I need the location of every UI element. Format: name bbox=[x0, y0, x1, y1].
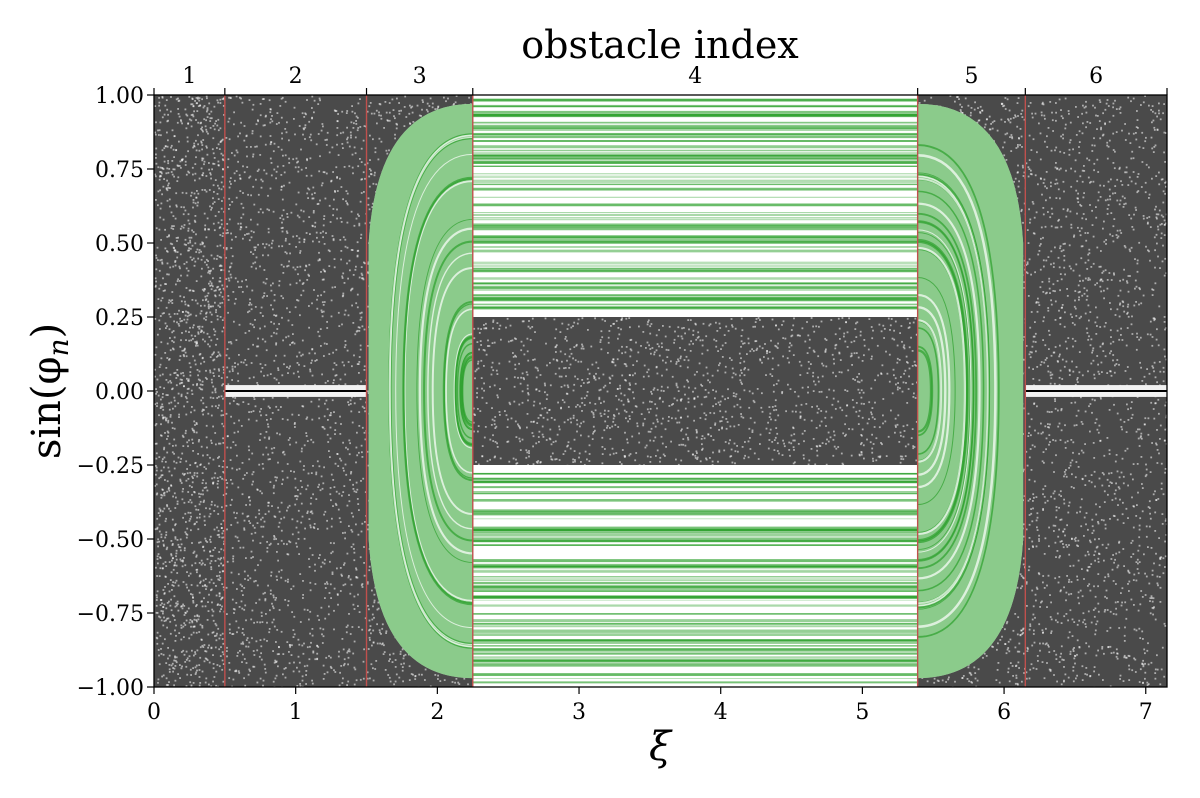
x-tick-label: 5 bbox=[855, 700, 869, 725]
y-axis: 1.00 0.75 0.50 0.25 0.00 −0.25 −0.50 −0.75 −1.00 bbox=[77, 84, 154, 701]
chart-title: obstacle index bbox=[521, 23, 799, 67]
obstacle-boundary-lines bbox=[224, 95, 1027, 687]
y-axis-label-main: sin(φ bbox=[24, 356, 70, 459]
y-tick-label: −0.75 bbox=[77, 602, 144, 627]
y-tick-label: 0.75 bbox=[95, 158, 144, 183]
y-tick-label: 0.25 bbox=[95, 306, 144, 331]
scatter-points bbox=[154, 95, 1167, 687]
x-tick-label: 0 bbox=[147, 700, 161, 725]
plot-area bbox=[154, 95, 1167, 687]
region-obstacle-5 bbox=[917, 95, 1028, 687]
x-axis: 0 1 2 3 4 5 6 7 bbox=[147, 687, 1153, 725]
y-tick-label: 0.50 bbox=[95, 232, 144, 257]
x-tick-label: 7 bbox=[1139, 700, 1153, 725]
y-axis-label-close: ) bbox=[24, 323, 70, 339]
x-tick-label: 6 bbox=[997, 700, 1011, 725]
y-tick-label: 1.00 bbox=[95, 84, 144, 109]
region-obstacle-4 bbox=[472, 98, 919, 684]
x-tick-label: 2 bbox=[430, 700, 444, 725]
y-tick-label: −0.25 bbox=[77, 454, 144, 479]
obstacle-label: 1 bbox=[182, 64, 196, 89]
obstacle-label: 3 bbox=[413, 64, 427, 89]
obstacle-index-axis: 1 2 3 4 5 6 bbox=[153, 64, 1168, 95]
obstacle-label: 2 bbox=[289, 64, 303, 89]
y-tick-label: 0.00 bbox=[95, 380, 144, 405]
x-tick-label: 1 bbox=[289, 700, 303, 725]
x-tick-label: 3 bbox=[572, 700, 586, 725]
y-tick-label: −1.00 bbox=[77, 676, 144, 701]
obstacle-label: 6 bbox=[1089, 64, 1103, 89]
y-tick-label: −0.50 bbox=[77, 528, 144, 553]
region-obstacle-3 bbox=[366, 95, 475, 687]
x-tick-label: 4 bbox=[714, 700, 728, 725]
y-axis-label: sin(φn) bbox=[24, 323, 75, 459]
obstacle-label: 4 bbox=[688, 64, 702, 89]
x-axis-label: ξ bbox=[649, 724, 673, 770]
region-obstacle-2 bbox=[224, 95, 369, 687]
region-obstacle-1 bbox=[154, 95, 227, 687]
obstacle-label: 5 bbox=[964, 64, 978, 89]
y-axis-label-subscript: n bbox=[42, 338, 75, 356]
region-obstacle-6 bbox=[1025, 95, 1167, 687]
